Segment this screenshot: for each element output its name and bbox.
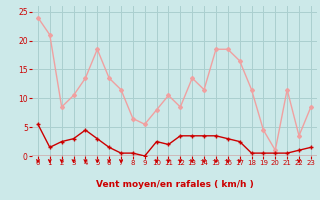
X-axis label: Vent moyen/en rafales ( km/h ): Vent moyen/en rafales ( km/h ) xyxy=(96,180,253,189)
